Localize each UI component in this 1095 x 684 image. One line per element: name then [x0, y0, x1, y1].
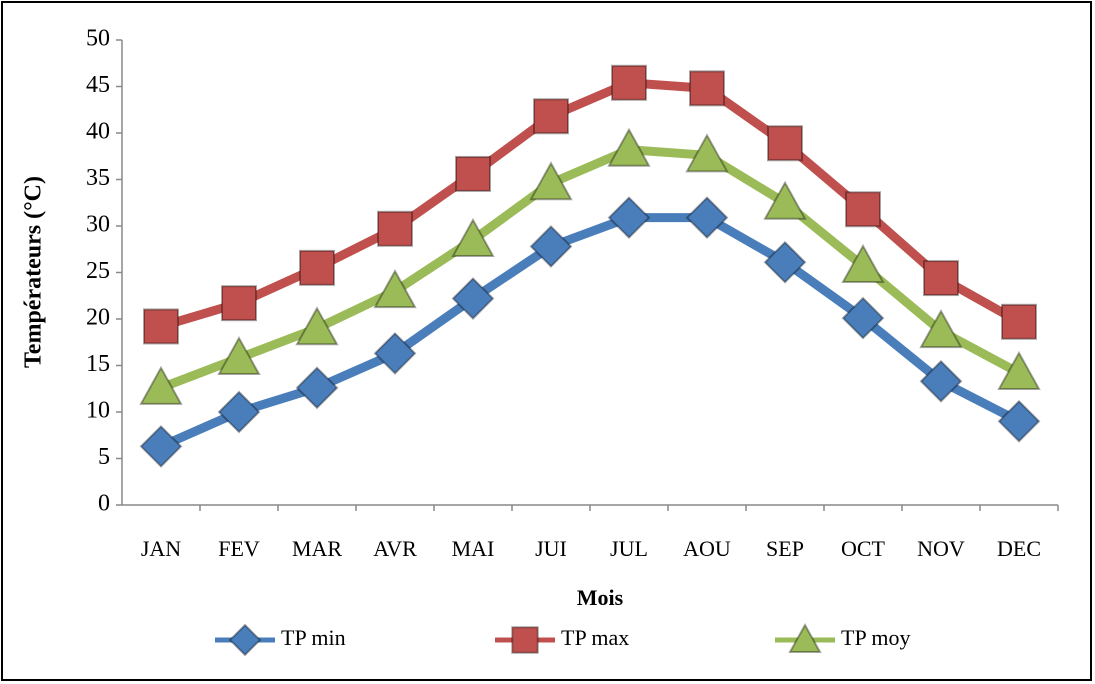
marker-diamond [295, 366, 339, 410]
marker-diamond [529, 225, 573, 268]
y-tick-label: 30 [86, 212, 110, 238]
marker-square [923, 260, 959, 297]
y-tick-label: 10 [86, 398, 110, 424]
x-tick-label: JAN [141, 536, 181, 561]
marker-square [455, 155, 491, 192]
marker-triangle [217, 336, 261, 376]
x-tick-label: AVR [373, 536, 417, 561]
marker-triangle [763, 180, 807, 220]
marker-diamond [763, 240, 807, 284]
marker-square [845, 191, 881, 228]
marker-square [611, 64, 647, 101]
y-tick-label: 50 [86, 26, 110, 52]
marker-diamond [451, 277, 495, 320]
legend-label: TP max [561, 625, 629, 650]
marker-square [1001, 303, 1037, 340]
y-tick-label: 25 [86, 258, 110, 284]
x-tick-label: MAR [292, 536, 342, 561]
marker-diamond [997, 399, 1041, 443]
marker-diamond [373, 331, 417, 375]
marker-triangle [685, 133, 729, 173]
legend-label: TP moy [841, 625, 910, 650]
x-tick-label: JUL [610, 536, 648, 561]
x-tick-label: MAI [452, 536, 495, 561]
y-axis-title: Températeurs (°C) [21, 176, 47, 368]
marker-triangle [139, 365, 183, 405]
marker-square [511, 626, 539, 654]
marker-triangle [997, 350, 1041, 390]
marker-triangle [451, 217, 495, 257]
marker-triangle [295, 306, 339, 346]
marker-triangle [607, 127, 651, 167]
marker-square [299, 249, 335, 286]
legend-label: TP min [281, 625, 346, 650]
x-tick-label: SEP [766, 536, 804, 561]
y-tick-label: 20 [86, 305, 110, 331]
marker-diamond [607, 196, 651, 240]
x-tick-label: NOV [917, 536, 965, 561]
marker-square [377, 210, 413, 247]
marker-square [143, 308, 179, 345]
marker-square [533, 98, 569, 135]
marker-triangle [788, 622, 822, 653]
marker-diamond [841, 296, 885, 340]
y-tick-label: 5 [98, 444, 110, 470]
x-tick-label: FEV [218, 536, 260, 561]
x-tick-label: JUI [535, 536, 567, 561]
x-tick-label: DEC [997, 536, 1041, 561]
y-tick-label: 45 [86, 72, 110, 98]
marker-square [689, 70, 725, 107]
y-tick-label: 0 [98, 491, 110, 517]
marker-diamond [685, 196, 729, 240]
marker-diamond [228, 623, 262, 657]
x-tick-label: OCT [841, 536, 886, 561]
marker-diamond [217, 390, 261, 434]
marker-triangle [529, 161, 573, 201]
x-axis-title: Mois [577, 585, 624, 610]
x-tick-label: AOU [683, 536, 731, 561]
marker-square [767, 125, 803, 162]
marker-square [221, 285, 257, 322]
y-tick-label: 35 [86, 165, 110, 191]
marker-diamond [919, 359, 963, 403]
marker-diamond [139, 424, 183, 468]
marker-triangle [919, 309, 963, 349]
y-tick-label: 40 [86, 119, 110, 145]
marker-triangle [373, 269, 417, 309]
y-tick-label: 15 [86, 351, 110, 377]
marker-triangle [841, 243, 885, 283]
